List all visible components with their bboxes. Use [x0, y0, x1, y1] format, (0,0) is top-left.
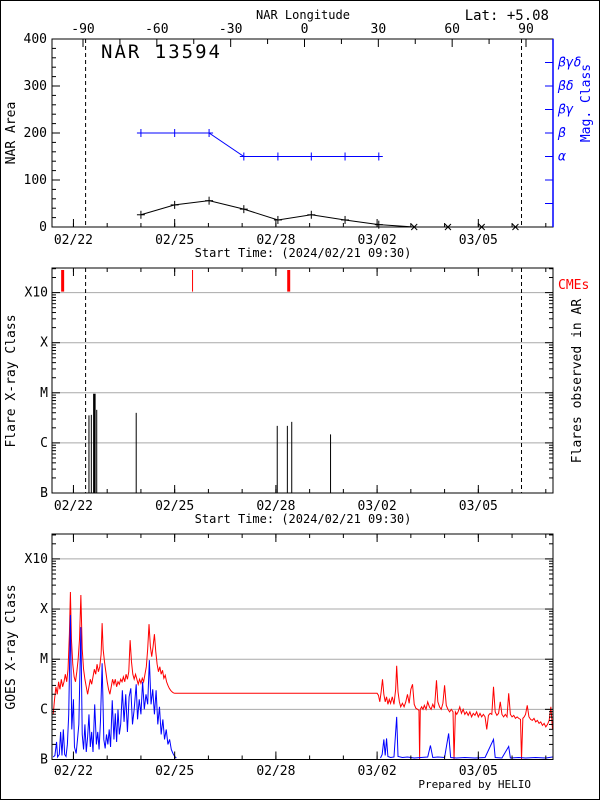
mag-class-tick-label: βδ — [557, 79, 574, 94]
longitude-tick-label: -90 — [71, 22, 94, 37]
longitude-tick-label: 0 — [301, 22, 309, 37]
date-tick-label: 02/28 — [256, 233, 295, 248]
date-tick-label: 02/22 — [54, 764, 93, 779]
xray-class-tick-label: B — [40, 486, 48, 501]
nar-area-axis-label: NAR Area — [4, 102, 19, 165]
nar-area-tick-label: 200 — [24, 126, 47, 141]
nar-area-line — [140, 200, 516, 228]
goes-xray-axis-label: GOES X-ray Class — [4, 584, 19, 709]
date-tick-label: 03/05 — [459, 499, 498, 514]
middle-panel-flares: 02/22 02/25 02/28 03/02 03/05 B C M X X10 — [25, 267, 554, 514]
plot-frame — [51, 38, 554, 228]
nar-area-tick-label: 400 — [24, 32, 47, 47]
mag-class-tick-label: βγδ — [557, 56, 582, 71]
date-tick-label: 02/22 — [54, 499, 93, 514]
xray-class-tick-label: M — [40, 386, 48, 401]
prepared-by-label: Prepared by HELIO — [418, 778, 531, 791]
longitude-tick-label: 30 — [371, 22, 387, 37]
cmes-label: CMEs — [558, 278, 589, 293]
xray-class-tick-label: X10 — [25, 552, 48, 567]
flares-observed-label: Flares observed in AR — [570, 299, 585, 464]
xray-class-tick-label: X10 — [25, 286, 48, 301]
xray-class-tick-label: X — [40, 602, 48, 617]
date-tick-label: 03/02 — [358, 233, 397, 248]
mag-class-tick-label: α — [558, 150, 566, 165]
xray-class-tick-label: C — [40, 436, 48, 451]
mag-class-tick-label: βγ — [557, 103, 574, 118]
date-tick-label: 02/28 — [256, 499, 295, 514]
mag-class-line — [140, 132, 379, 157]
longitude-tick-label: 60 — [444, 22, 460, 37]
xray-class-tick-label: C — [40, 702, 48, 717]
latitude-label: Lat: +5.08 — [465, 8, 549, 24]
date-tick-label: 02/22 — [54, 233, 93, 248]
date-tick-label: 02/25 — [155, 499, 194, 514]
mag-class-axis-label: Mag. Class — [579, 64, 594, 142]
date-tick-label: 02/25 — [155, 233, 194, 248]
goes-short-line — [52, 615, 177, 759]
start-time-label-top: Start Time: (2024/02/21 09:30) — [195, 246, 412, 260]
page-title: NAR 13594 — [101, 41, 222, 63]
plot-frame — [51, 267, 554, 494]
nar-area-tick-label: 0 — [39, 220, 47, 235]
date-tick-label: 03/05 — [459, 764, 498, 779]
plot-frame — [51, 533, 554, 760]
nar-area-tick-label: 100 — [24, 173, 47, 188]
date-tick-label: 03/05 — [459, 233, 498, 248]
date-tick-label: 03/02 — [358, 499, 397, 514]
longitude-tick-label: -30 — [219, 22, 242, 37]
goes-short-line — [380, 716, 553, 759]
flare-xray-axis-label: Flare X-ray Class — [4, 314, 19, 447]
date-tick-label: 02/28 — [256, 764, 295, 779]
longitude-axis-title: NAR Longitude — [256, 8, 350, 22]
mag-class-tick-label: β — [557, 126, 566, 141]
xray-class-tick-label: B — [40, 753, 48, 768]
top-panel-nar-area: -90 -60 -30 0 30 60 90 02/22 02/25 02/28 03/02 03/0… — [24, 22, 582, 248]
goes-long-line — [52, 591, 554, 760]
bottom-panel-goes: 02/22 02/25 02/28 03/02 03/05 B C M X X10 — [25, 533, 554, 779]
xray-class-tick-label: X — [40, 336, 48, 351]
xray-class-tick-label: M — [40, 652, 48, 667]
date-tick-label: 03/02 — [358, 764, 397, 779]
longitude-tick-label: 90 — [518, 22, 534, 37]
date-tick-label: 02/25 — [155, 764, 194, 779]
longitude-tick-label: -60 — [145, 22, 168, 37]
start-time-label-middle: Start Time: (2024/02/21 09:30) — [195, 512, 412, 526]
nar-area-tick-label: 300 — [24, 79, 47, 94]
